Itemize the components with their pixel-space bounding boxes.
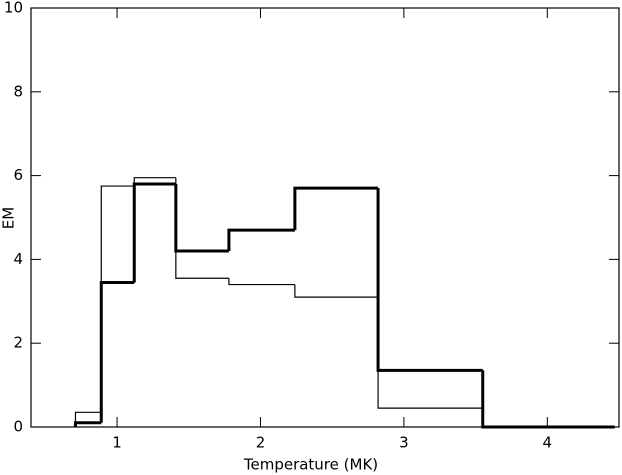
histogram-step	[227, 228, 295, 252]
histogram-step	[99, 280, 135, 423]
histogram-step	[73, 421, 102, 427]
histogram-step	[228, 278, 295, 286]
histogram-step	[376, 188, 483, 372]
histogram-step	[294, 284, 379, 298]
y-tick-label: 4	[13, 250, 23, 268]
x-tick-label: 3	[399, 434, 409, 452]
y-axis-label: EM	[0, 207, 18, 229]
histogram-step	[293, 186, 379, 231]
y-tick-label: 8	[13, 82, 23, 100]
histogram-step	[74, 411, 102, 427]
histogram-step	[481, 370, 615, 429]
y-tick-label: 0	[13, 418, 23, 436]
histogram-step	[175, 177, 229, 279]
histogram-step	[100, 185, 135, 413]
y-tick-label: 10	[4, 0, 23, 17]
histogram-step	[174, 183, 229, 253]
histogram-step	[132, 182, 176, 283]
x-tick-label: 2	[256, 434, 266, 452]
x-axis-label: Temperature (MK)	[243, 456, 378, 474]
plot-frame	[30, 7, 620, 428]
histogram-step	[377, 297, 483, 409]
x-tick-label: 1	[112, 434, 122, 452]
y-tick-label: 2	[13, 334, 23, 352]
histogram-step	[482, 408, 615, 428]
histogram-step	[133, 177, 176, 187]
y-tick-label: 6	[13, 166, 23, 184]
x-tick-label: 4	[543, 434, 553, 452]
